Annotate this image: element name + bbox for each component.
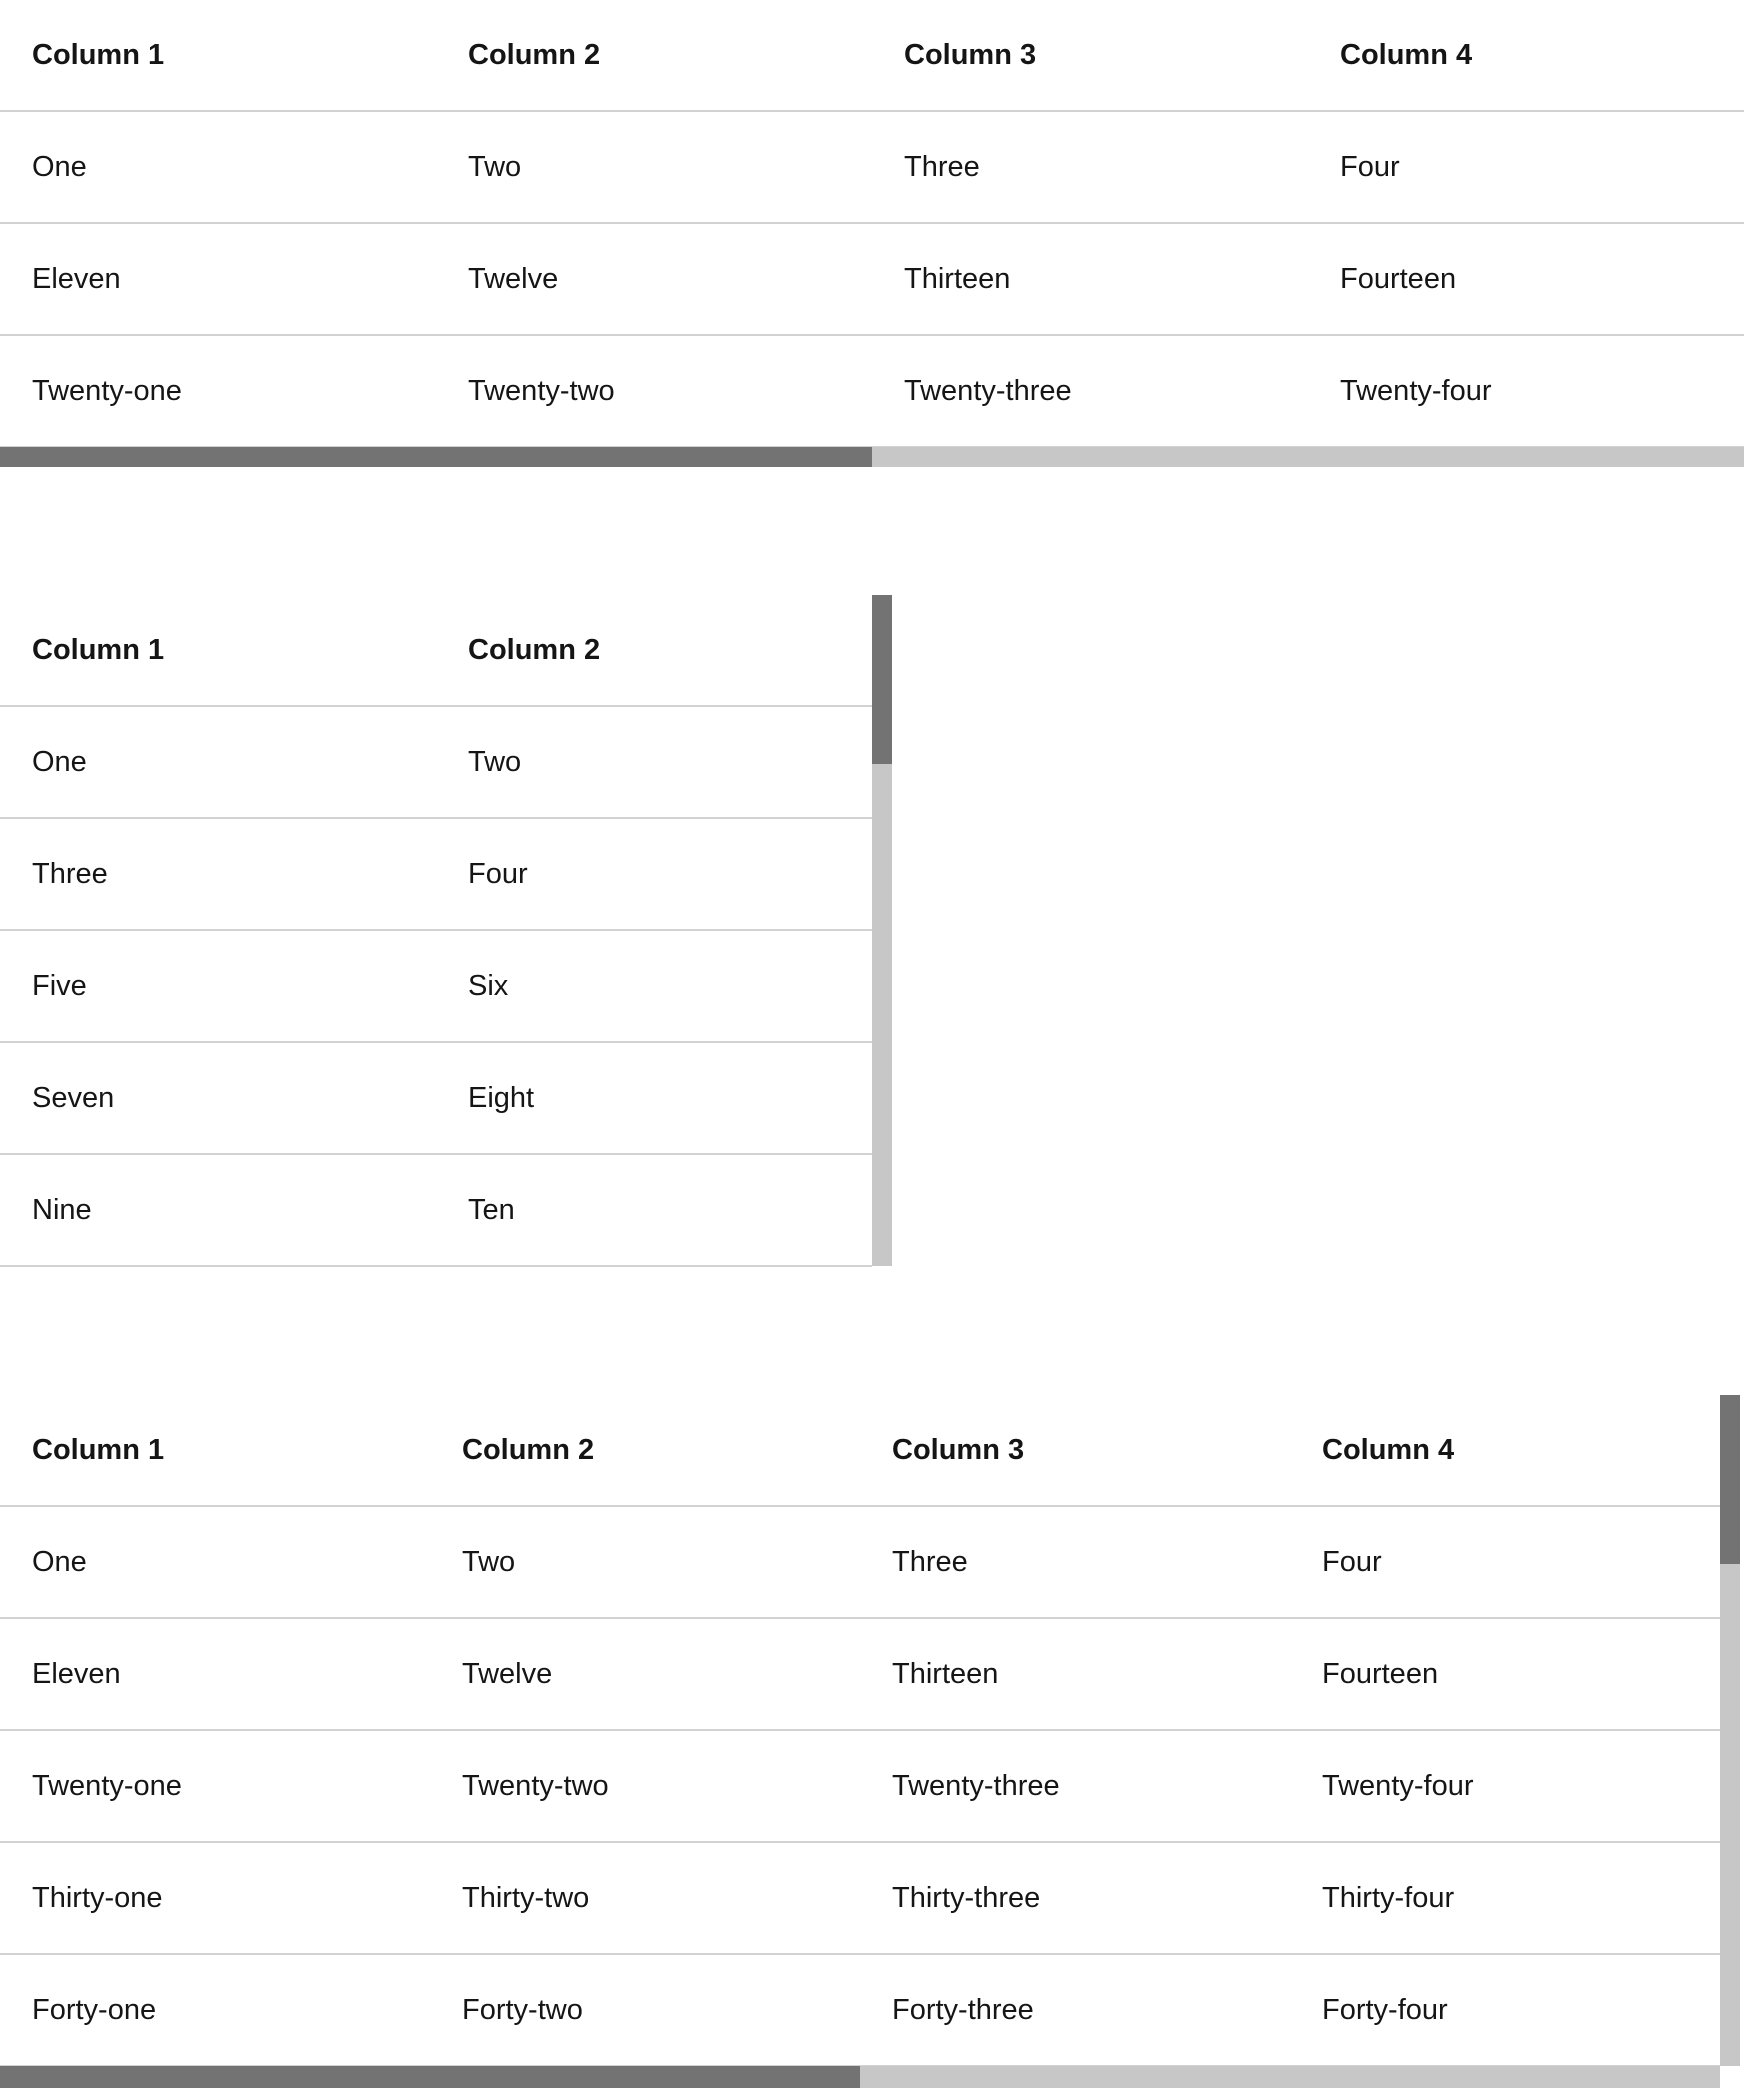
column-header[interactable]: Column 1 <box>32 634 165 666</box>
table-row: Nine Ten <box>0 1155 872 1267</box>
table-cell: Twenty-four <box>1322 1770 1474 1802</box>
table-cell: Forty-three <box>892 1994 1034 2026</box>
column-header[interactable]: Column 3 <box>892 1434 1025 1466</box>
column-header[interactable]: Column 4 <box>1340 39 1473 71</box>
column-header[interactable]: Column 2 <box>468 39 601 71</box>
vertical-scrollbar-thumb[interactable] <box>872 595 892 764</box>
table-1: Column 1 Column 2 Column 3 Column 4 One Two Th… <box>0 0 1744 448</box>
table-cell: Twenty-three <box>892 1770 1060 1802</box>
column-header[interactable]: Column 1 <box>32 39 165 71</box>
table-cell: Six <box>468 970 509 1002</box>
table-row: One Two <box>0 707 872 819</box>
table-cell: Forty-two <box>462 1994 583 2026</box>
vertical-scrollbar[interactable] <box>1720 1395 1740 2066</box>
table-cell: Twenty-one <box>32 1770 182 1802</box>
table-cell: One <box>32 151 87 183</box>
table-row: Forty-one Forty-two Forty-three Forty-four <box>0 1955 1720 2067</box>
table-cell: Thirty-three <box>892 1882 1041 1914</box>
table-cell: Three <box>904 151 980 183</box>
table-row: Eleven Twelve Thirteen Fourteen <box>0 1619 1720 1731</box>
table-cell: Three <box>32 858 108 890</box>
table-cell: Fourteen <box>1340 263 1457 295</box>
column-header[interactable]: Column 4 <box>1322 1434 1455 1466</box>
table-cell: Two <box>468 151 522 183</box>
table-cell: Four <box>1322 1546 1382 1578</box>
vertical-scrollbar[interactable] <box>872 595 892 1266</box>
table-2: Column 1 Column 2 One Two Three Four Five Six Se… <box>0 595 872 1267</box>
table-row: One Two Three Four <box>0 1507 1720 1619</box>
table-cell: One <box>32 1546 87 1578</box>
table-row: Twenty-one Twenty-two Twenty-three Twenty-f… <box>0 336 1744 448</box>
table-cell: Thirty-two <box>462 1882 590 1914</box>
horizontal-scrollbar-thumb[interactable] <box>0 447 872 467</box>
table-cell: Twenty-one <box>32 375 182 407</box>
table-cell: Ten <box>468 1194 515 1226</box>
table-cell: Thirty-one <box>32 1882 163 1914</box>
table-cell: Twenty-four <box>1340 375 1492 407</box>
table-cell: Two <box>462 1546 516 1578</box>
table-cell: Three <box>892 1546 968 1578</box>
table-cell: Forty-one <box>32 1994 157 2026</box>
table-header-row: Column 1 Column 2 Column 3 Column 4 <box>0 0 1744 112</box>
table-cell: One <box>32 746 87 778</box>
table-3: Column 1 Column 2 Column 3 Column 4 One Two Th… <box>0 1395 1720 2067</box>
table-row: One Two Three Four <box>0 112 1744 224</box>
horizontal-scrollbar[interactable] <box>0 447 1744 467</box>
table-row: Thirty-one Thirty-two Thirty-three Thirty-f… <box>0 1843 1720 1955</box>
table-cell: Twenty-two <box>462 1770 609 1802</box>
table-row: Three Four <box>0 819 872 931</box>
table-cell: Two <box>468 746 522 778</box>
vertical-scrollbar-thumb[interactable] <box>1720 1395 1740 1564</box>
table-cell: Five <box>32 970 87 1002</box>
table-cell: Twelve <box>468 263 559 295</box>
table-header-row: Column 1 Column 2 <box>0 595 872 707</box>
table-cell: Twelve <box>462 1658 553 1690</box>
table-cell: Eleven <box>32 263 121 295</box>
table-cell: Nine <box>32 1194 92 1226</box>
table-cell: Forty-four <box>1322 1994 1448 2026</box>
table-cell: Eight <box>468 1082 535 1114</box>
table-cell: Eleven <box>32 1658 121 1690</box>
table-cell: Fourteen <box>1322 1658 1439 1690</box>
table-row: Twenty-one Twenty-two Twenty-three Twenty-f… <box>0 1731 1720 1843</box>
table-header-row: Column 1 Column 2 Column 3 Column 4 <box>0 1395 1720 1507</box>
table-row: Eleven Twelve Thirteen Fourteen <box>0 224 1744 336</box>
table-cell: Thirteen <box>892 1658 999 1690</box>
column-header[interactable]: Column 1 <box>32 1434 165 1466</box>
table-cell: Four <box>468 858 528 890</box>
table-cell: Seven <box>32 1082 115 1114</box>
table-row: Five Six <box>0 931 872 1043</box>
column-header[interactable]: Column 2 <box>468 634 601 666</box>
table-cell: Thirty-four <box>1322 1882 1455 1914</box>
column-header[interactable]: Column 2 <box>462 1434 595 1466</box>
horizontal-scrollbar[interactable] <box>0 2066 1720 2088</box>
table-cell: Twenty-three <box>904 375 1072 407</box>
table-cell: Thirteen <box>904 263 1011 295</box>
column-header[interactable]: Column 3 <box>904 39 1037 71</box>
table-cell: Twenty-two <box>468 375 615 407</box>
horizontal-scrollbar-thumb[interactable] <box>0 2066 860 2088</box>
table-cell: Four <box>1340 151 1400 183</box>
table-row: Seven Eight <box>0 1043 872 1155</box>
